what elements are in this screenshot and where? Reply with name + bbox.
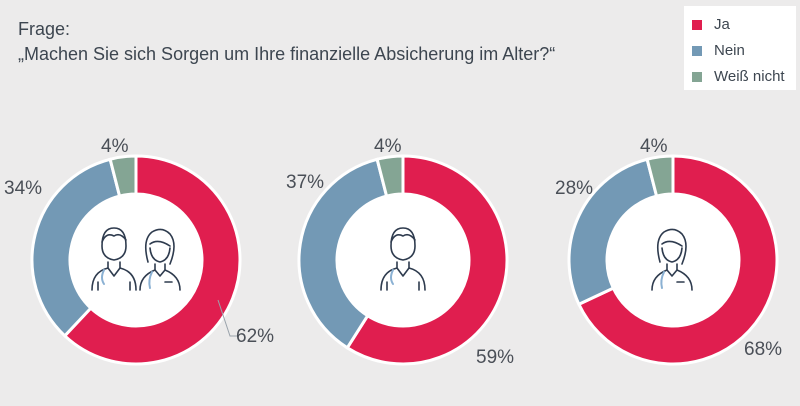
slice-label-2-ja: 59%: [476, 347, 514, 368]
question-text: „Machen Sie sich Sorgen um Ihre finanzie…: [18, 44, 556, 64]
donut-2-slice-ja: [345, 154, 509, 366]
question-header: Frage: „Machen Sie sich Sorgen um Ihre f…: [18, 18, 555, 66]
legend-label-ja: Ja: [714, 16, 730, 33]
legend-label-weiss-nicht: Weiß nicht: [714, 68, 785, 85]
question-label: Frage:: [18, 19, 71, 39]
legend-label-nein: Nein: [714, 42, 745, 59]
donut-1-slice-wei-nicht: [108, 154, 138, 198]
legend-swatch-weiss-nicht: [692, 71, 702, 82]
label-leader-line: [217, 299, 237, 337]
chart-legend: Ja Nein Weiß nicht: [684, 6, 796, 90]
legend-item-weiss-nicht: Weiß nicht: [692, 68, 785, 85]
donut-3-slice-wei-nicht: [645, 154, 675, 198]
donut-1-slice-ja: [62, 154, 242, 366]
slice-label-1-weiss-nicht: 4%: [101, 136, 129, 157]
man-icon: [380, 227, 426, 291]
slice-label-3-weiss-nicht: 4%: [640, 136, 668, 157]
donut-3-center: [608, 195, 738, 325]
woman-icon: [651, 228, 693, 291]
slice-label-1-ja: 62%: [236, 326, 274, 347]
legend-swatch-ja: [692, 19, 702, 30]
donut-3-slice-ja: [576, 154, 779, 366]
legend-item-nein: Nein: [692, 42, 745, 59]
slice-label-2-nein: 37%: [286, 172, 324, 193]
donut-1-slice-nein: [30, 157, 122, 338]
slice-label-3-ja: 68%: [744, 339, 782, 360]
donut-2-slice-wei-nicht: [375, 154, 405, 198]
slice-label-3-nein: 28%: [555, 178, 593, 199]
couple-icon: [91, 227, 181, 291]
legend-item-ja: Ja: [692, 16, 730, 33]
donut-1-center: [71, 195, 201, 325]
donut-2-slice-nein: [297, 157, 389, 350]
slice-label-1-nein: 34%: [4, 178, 42, 199]
legend-swatch-nein: [692, 45, 702, 56]
slice-label-2-weiss-nicht: 4%: [374, 136, 402, 157]
